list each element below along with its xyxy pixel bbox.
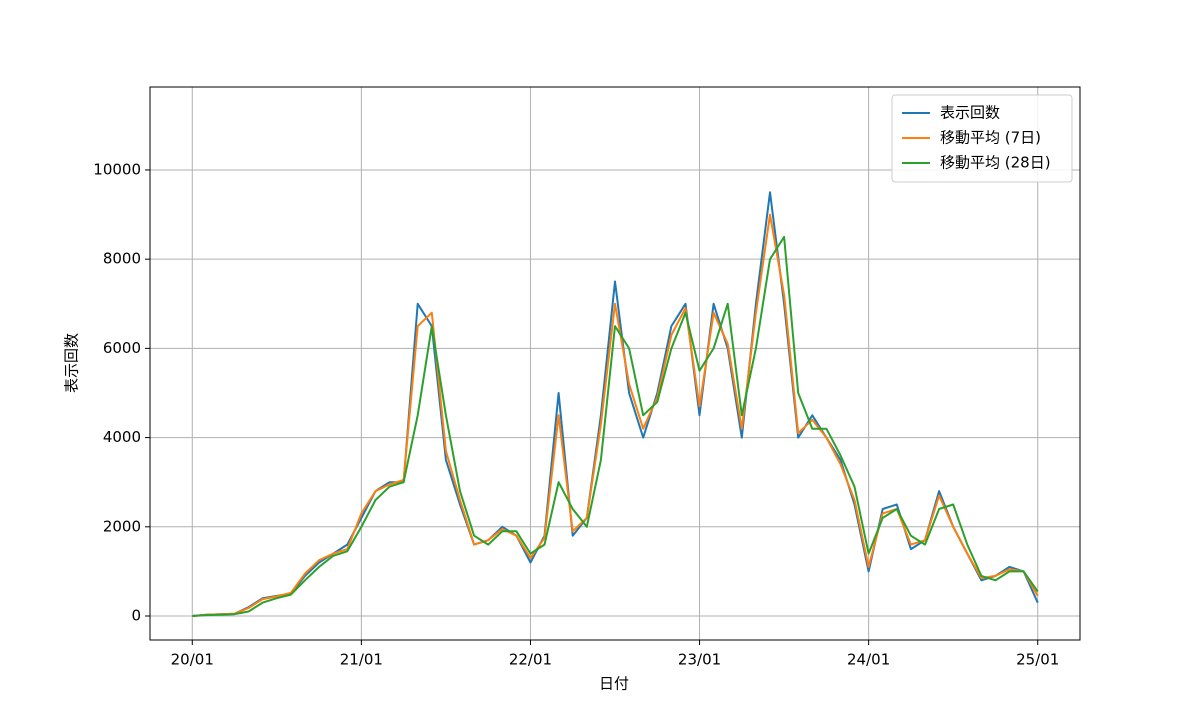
legend-box [891,94,1073,183]
x-tick-label: 20/01 [171,651,214,669]
series-line [192,235,1039,617]
y-tick-label: 6000 [103,339,141,357]
x-axis-label: 日付 [599,675,629,693]
x-tick-label: 23/01 [678,651,721,669]
plot-frame [149,86,1081,641]
legend-label: 表示回数 [940,104,1000,122]
y-tick-label: 10000 [93,160,141,178]
legend-label: 移動平均 (7日) [940,129,1041,147]
y-tick-label: 8000 [103,250,141,268]
y-tick-label: 4000 [103,428,141,446]
y-tick-label: 2000 [103,517,141,535]
x-tick-label: 24/01 [847,651,890,669]
y-axis-label: 表示回数 [63,333,81,393]
x-tick-label: 22/01 [509,651,552,669]
y-tick-label: 0 [131,607,141,625]
legend-label: 移動平均 (28日) [940,154,1051,172]
x-tick-label: 21/01 [340,651,383,669]
x-tick-label: 25/01 [1016,651,1059,669]
